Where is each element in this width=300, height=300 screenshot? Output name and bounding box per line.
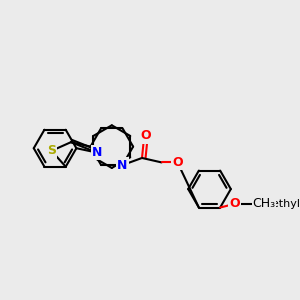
Text: N: N — [117, 159, 128, 172]
Text: O: O — [229, 197, 240, 211]
Text: CH₃: CH₃ — [252, 197, 275, 211]
Text: S: S — [47, 144, 56, 157]
Text: O: O — [172, 156, 183, 169]
Text: methyl: methyl — [261, 199, 300, 209]
Text: N: N — [92, 146, 102, 159]
Text: O: O — [140, 129, 151, 142]
